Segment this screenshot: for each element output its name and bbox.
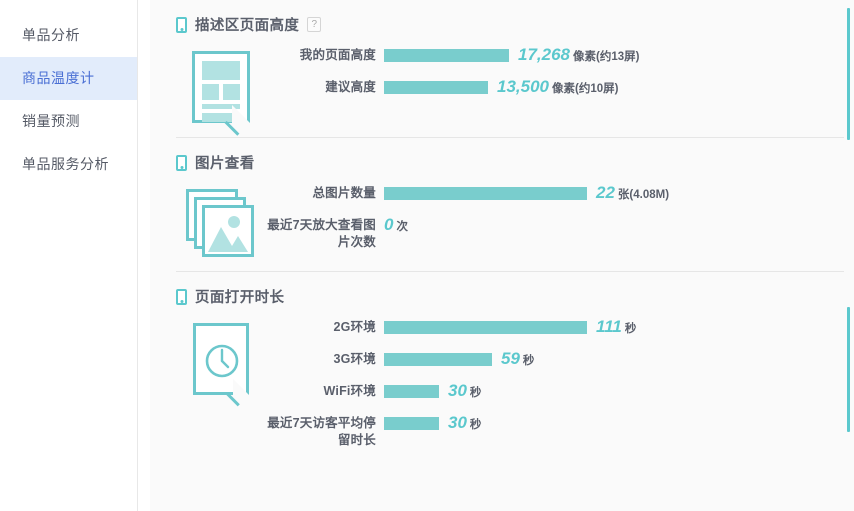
metric-label: WiFi环境 bbox=[323, 384, 376, 398]
section-title: 页面打开时长 bbox=[195, 290, 285, 306]
metric-bar bbox=[384, 321, 587, 334]
section-image-view: 图片查看 bbox=[150, 137, 854, 432]
help-icon[interactable]: ? bbox=[307, 17, 322, 32]
metric-value: 13,500 像素(约10屏) bbox=[497, 78, 618, 98]
metric-row: 总图片数量 22 张(4.08M) bbox=[266, 184, 854, 204]
metric-meter: 59 秒 bbox=[384, 350, 534, 370]
section-header: 描述区页面高度 ? bbox=[176, 0, 854, 37]
metric-value: 111 秒 bbox=[596, 318, 636, 338]
sidebar-item-3[interactable]: 单品服务分析 bbox=[0, 143, 137, 186]
metric-bar bbox=[384, 385, 439, 398]
section-divider bbox=[176, 271, 844, 272]
metric-label: 建议高度 bbox=[325, 80, 376, 94]
sidebar-item-label: 单品服务分析 bbox=[22, 156, 109, 172]
metric-number: 59 bbox=[501, 348, 520, 368]
metric-label: 总图片数量 bbox=[312, 186, 376, 200]
mobile-icon bbox=[176, 154, 187, 171]
metric-unit: 张(4.08M) bbox=[617, 188, 670, 201]
metric-unit: 像素(约13屏) bbox=[573, 50, 640, 63]
metric-bar bbox=[384, 187, 587, 200]
section-body: 我的页面高度 17,268 像素(约13屏) 建议高度 bbox=[176, 37, 854, 137]
mobile-icon bbox=[176, 288, 187, 305]
metric-label: 3G环境 bbox=[333, 352, 376, 366]
section-divider bbox=[176, 137, 844, 138]
metric-row: 3G环境 59 秒 bbox=[266, 350, 854, 370]
metric-value: 17,268 像素(约13屏) bbox=[518, 46, 639, 66]
metric-meter: 17,268 像素(约13屏) bbox=[384, 46, 639, 66]
metric-meter: 13,500 像素(约10屏) bbox=[384, 78, 618, 98]
metric-bar bbox=[384, 49, 509, 62]
metric-unit: 秒 bbox=[469, 386, 482, 399]
metric-unit: 秒 bbox=[469, 418, 482, 431]
stacked-photos-icon bbox=[186, 189, 256, 257]
metric-number: 30 bbox=[448, 412, 467, 432]
metric-unit: 秒 bbox=[624, 322, 637, 335]
sidebar: 单品分析 商品温度计 销量预测 单品服务分析 bbox=[0, 0, 138, 511]
sidebar-item-label: 商品温度计 bbox=[22, 70, 95, 86]
content-panel: 描述区页面高度 ? bbox=[150, 0, 854, 511]
metric-meter: 30 秒 bbox=[384, 414, 481, 434]
metric-row: 2G环境 111 秒 bbox=[266, 318, 854, 338]
sidebar-item-1[interactable]: 商品温度计 bbox=[0, 57, 137, 100]
section-body: 总图片数量 22 张(4.08M) 最近7天放大查看图片次数 bbox=[176, 175, 854, 271]
metric-rows: 我的页面高度 17,268 像素(约13屏) 建议高度 bbox=[266, 45, 854, 97]
metric-row: 我的页面高度 17,268 像素(约13屏) bbox=[266, 46, 854, 66]
section-desc-height: 描述区页面高度 ? bbox=[150, 0, 854, 140]
metric-row: WiFi环境 30 秒 bbox=[266, 382, 854, 402]
section-title: 描述区页面高度 bbox=[195, 18, 300, 34]
metric-meter: 22 张(4.08M) bbox=[384, 184, 669, 204]
sidebar-item-label: 单品分析 bbox=[22, 27, 80, 43]
sidebar-item-0[interactable]: 单品分析 bbox=[0, 14, 137, 57]
metric-label: 最近7天放大查看图片次数 bbox=[267, 218, 376, 249]
metric-row: 最近7天访客平均停留时长 30 秒 bbox=[266, 414, 854, 449]
metric-row: 建议高度 13,500 像素(约10屏) bbox=[266, 78, 854, 98]
illustration bbox=[176, 45, 266, 136]
section-title: 图片查看 bbox=[195, 156, 255, 172]
metric-label: 最近7天访客平均停留时长 bbox=[267, 416, 376, 447]
layout-gutter bbox=[138, 0, 150, 511]
metric-value: 22 张(4.08M) bbox=[596, 184, 669, 204]
section-page-open-duration: 页面打开时长 2G环境 bbox=[150, 271, 854, 463]
illustration bbox=[176, 183, 266, 257]
metric-number: 13,500 bbox=[497, 76, 549, 96]
metric-meter: 111 秒 bbox=[384, 318, 636, 338]
metric-unit: 次 bbox=[396, 220, 408, 233]
metric-number: 17,268 bbox=[518, 44, 570, 64]
metric-label: 2G环境 bbox=[333, 320, 376, 334]
metric-bar bbox=[384, 353, 492, 366]
metric-bar bbox=[384, 417, 439, 430]
metric-number: 111 bbox=[596, 316, 622, 336]
metric-number: 0 bbox=[384, 214, 394, 234]
section-body: 2G环境 111 秒 3G环境 59 秒 bbox=[176, 309, 854, 463]
mobile-icon bbox=[176, 16, 187, 33]
document-page-icon bbox=[192, 51, 250, 136]
metric-unit: 像素(约10屏) bbox=[552, 82, 619, 95]
illustration bbox=[176, 317, 266, 407]
metric-rows: 2G环境 111 秒 3G环境 59 秒 bbox=[266, 317, 854, 449]
section-accent-rail bbox=[847, 8, 850, 140]
sidebar-item-label: 销量预测 bbox=[22, 113, 80, 129]
section-header: 页面打开时长 bbox=[176, 272, 854, 309]
metric-number: 30 bbox=[448, 380, 467, 400]
metric-label: 我的页面高度 bbox=[299, 48, 376, 62]
metric-rows: 总图片数量 22 张(4.08M) 最近7天放大查看图片次数 bbox=[266, 183, 854, 251]
metric-bar bbox=[384, 81, 488, 94]
metric-unit: 秒 bbox=[522, 354, 535, 367]
document-clock-icon bbox=[193, 323, 249, 407]
metric-number: 22 bbox=[596, 182, 615, 202]
sidebar-item-2[interactable]: 销量预测 bbox=[0, 100, 137, 143]
metric-meter: 30 秒 bbox=[384, 382, 481, 402]
section-header: 图片查看 bbox=[176, 138, 854, 175]
metric-value: 30 秒 bbox=[448, 382, 481, 402]
metric-value: 30 秒 bbox=[448, 414, 481, 434]
section-accent-rail bbox=[847, 307, 850, 432]
metric-value: 59 秒 bbox=[501, 350, 534, 370]
